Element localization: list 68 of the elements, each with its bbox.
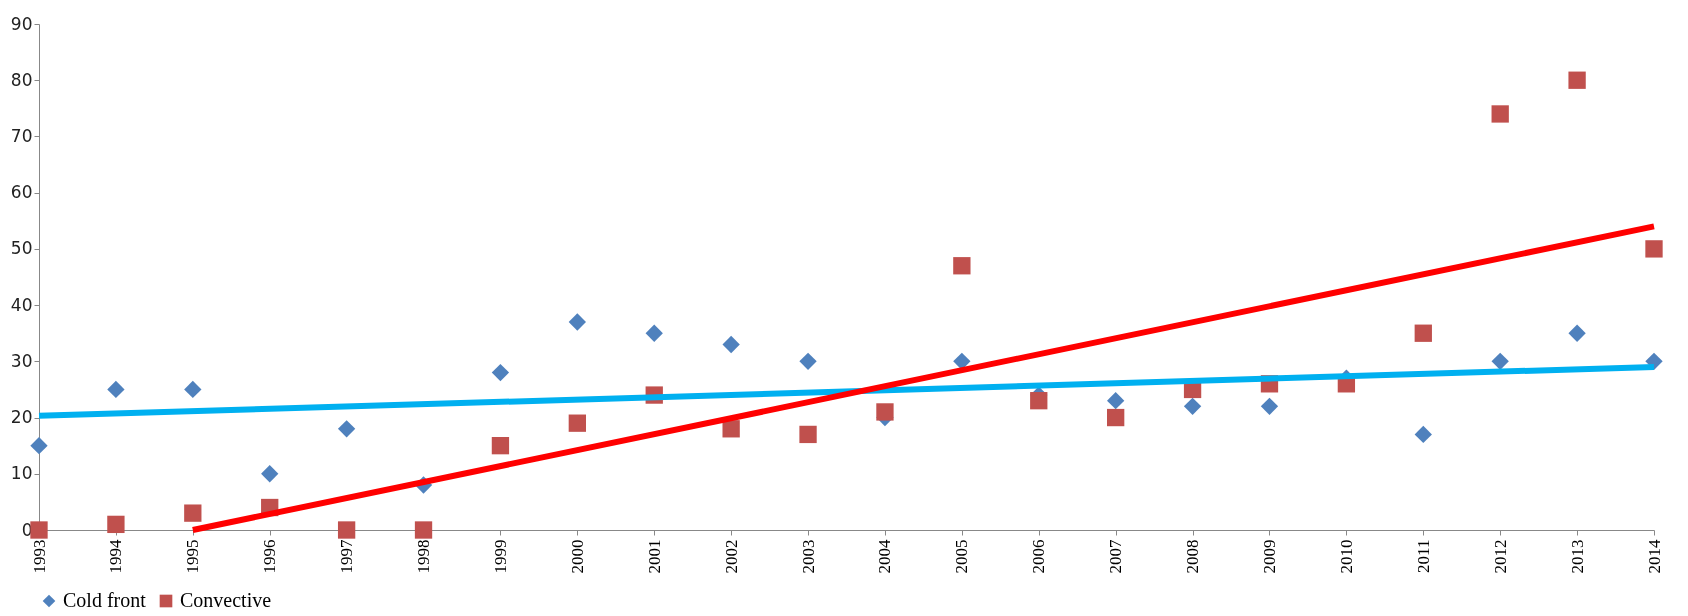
point [184, 380, 202, 399]
x-tick-label: 1997 [337, 539, 357, 574]
point [1491, 352, 1509, 370]
point [184, 504, 202, 522]
y-tick-label: 30 [10, 350, 33, 371]
x-tick-label: 2011 [1413, 539, 1433, 573]
point [1645, 240, 1663, 258]
point [1414, 324, 1432, 342]
point [1107, 392, 1125, 410]
x-tick-label: 2014 [1644, 539, 1664, 574]
point [337, 521, 356, 539]
point [261, 465, 279, 483]
point [107, 380, 125, 399]
point [30, 521, 48, 539]
legend-label: Cold front [63, 589, 147, 611]
y-tick-label: 60 [10, 182, 33, 203]
x-tick-label: 2005 [952, 539, 972, 574]
point [30, 437, 48, 455]
y-tick-label: 90 [10, 13, 33, 34]
point [568, 414, 586, 432]
point [953, 257, 971, 275]
x-tick-label: 2007 [1106, 539, 1126, 574]
point [1107, 408, 1125, 427]
point [645, 324, 663, 342]
point [722, 420, 740, 438]
x-tick-label: 1995 [183, 539, 203, 574]
point [1183, 397, 1202, 415]
y-tick-label: 80 [10, 69, 33, 90]
y-tick-label: 50 [10, 238, 33, 259]
point [107, 515, 125, 534]
point [1568, 324, 1586, 342]
point [1491, 105, 1509, 123]
x-tick-label: 1999 [490, 539, 510, 574]
y-tick-label: 0 [21, 519, 33, 540]
x-tick-label: 2012 [1490, 539, 1510, 574]
point [799, 425, 817, 444]
y-tick-label: 20 [10, 407, 33, 428]
y-tick-label: 70 [10, 125, 33, 146]
x-tick-label: 1994 [106, 539, 126, 574]
x-tick-label: 2003 [798, 539, 818, 574]
y-tick-label: 40 [10, 294, 33, 315]
point [491, 437, 510, 455]
x-tick-label: 1993 [29, 539, 49, 574]
point [414, 521, 433, 539]
x-tick-label: 2002 [721, 539, 741, 574]
x-tick-label: 2001 [644, 539, 664, 574]
point [1414, 425, 1432, 444]
point [491, 363, 510, 382]
y-tick-label: 10 [10, 463, 33, 484]
x-tick-label: 2013 [1567, 539, 1587, 574]
x-tick-label: 2006 [1029, 539, 1049, 574]
x-tick-label: 2000 [567, 539, 587, 574]
x-tick-label: 2004 [875, 539, 895, 574]
point [337, 420, 356, 438]
legend-label: Convective [180, 589, 272, 611]
point [722, 335, 740, 354]
point [876, 403, 894, 421]
point [1260, 397, 1279, 415]
x-tick-label: 1998 [414, 539, 434, 574]
x-tick-label: 2008 [1183, 539, 1203, 574]
point [1030, 392, 1048, 410]
point [1568, 71, 1586, 89]
point [568, 313, 586, 331]
point [953, 352, 971, 370]
x-tick-label: 2009 [1259, 539, 1279, 574]
x-tick-label: 1996 [260, 539, 280, 574]
point [799, 352, 817, 370]
x-tick-label: 2010 [1336, 539, 1356, 574]
